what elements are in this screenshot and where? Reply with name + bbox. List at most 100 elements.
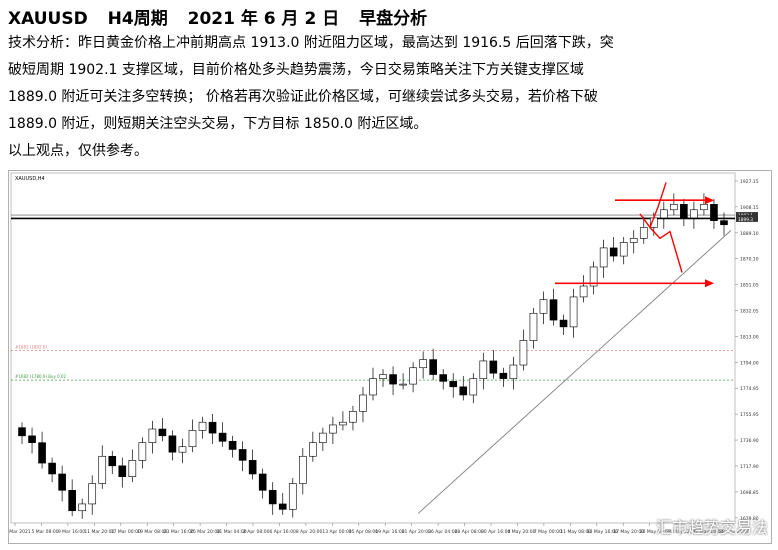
candle-body <box>549 299 558 321</box>
candle-body <box>238 449 247 461</box>
time-tick-label: 9 Mar 16:00 <box>58 529 85 535</box>
candle-body <box>670 204 678 211</box>
watermark-text: 汇市趋势交易法 <box>655 518 768 537</box>
candle-body <box>359 394 367 412</box>
price-tick-label: 1717.90 <box>740 464 759 470</box>
time-tick-label: 5 Mar 08:00 <box>31 529 58 535</box>
candle-body <box>248 460 257 475</box>
candle-body <box>319 432 327 443</box>
reference-line-label: #1682 (1802.6) <box>15 345 47 350</box>
reference-line-label: #1682 (1780.9) Buy 0.02 <box>15 374 66 379</box>
time-tick-label: 11 Mar 20:00 <box>84 529 114 535</box>
candle-body <box>168 435 177 453</box>
chart-svg: XAUUSD,H4 1927.15 1908.15 1889.10 1870.10 185… <box>5 172 759 535</box>
price-tick-label: 1813.00 <box>740 334 759 340</box>
candle-body <box>158 428 167 437</box>
price-marker-label: 1899.3 <box>738 217 753 223</box>
candle-body <box>228 440 237 450</box>
price-tick-label: 1889.10 <box>740 231 759 237</box>
time-tick-label: 19 Mar 08:00 <box>137 529 167 535</box>
time-tick-label: 8 Apr 20:00 <box>296 529 323 535</box>
symbol-label: XAUUSD <box>8 9 88 29</box>
candle-body <box>128 460 137 477</box>
time-tick-label: 23 Mar 16:00 <box>164 529 194 535</box>
time-tick-label: 28 Apr 08:00 <box>455 529 484 535</box>
plot-frame <box>10 172 736 524</box>
time-tick-label: 15 Apr 08:00 <box>349 529 378 535</box>
candle-body <box>68 490 76 512</box>
time-tick-label: 2 Mar 2021 <box>9 529 31 535</box>
projection-down-path <box>649 227 683 273</box>
candle-body <box>619 242 628 257</box>
trend-line <box>417 230 732 514</box>
price-tick-label: 1908.15 <box>740 205 759 211</box>
candle-body <box>108 455 117 467</box>
candle-body <box>198 421 207 431</box>
price-tick-label: 1755.95 <box>740 412 759 418</box>
candle-body <box>98 455 107 484</box>
candle-body <box>559 319 568 328</box>
candle-body <box>469 378 478 396</box>
candle-body <box>720 220 728 226</box>
time-tick-label: 28 May 20:00 <box>719 529 750 535</box>
time-tick-label: 19 Apr 16:00 <box>375 529 404 535</box>
price-chart: XAUUSD,H4 1927.15 1908.15 1889.10 1870.10 185… <box>5 170 772 544</box>
candle-body <box>58 473 66 491</box>
time-tick-label: 24 May 12:00 <box>666 529 697 535</box>
time-tick-label: 13 Apr 00:00 <box>322 529 351 535</box>
candle-body <box>700 204 708 211</box>
time-tick-label: 20 May 04:00 <box>640 529 671 535</box>
time-tick-label: 11 May 08:00 <box>560 529 591 535</box>
timeframe-label: H4周期 <box>107 9 168 29</box>
time-tick-label: 26 May 16:00 <box>693 529 724 535</box>
analysis-line-1: 技术分析：昨日黄金价格上冲前期高点 1913.0 附近阻力区域，最高达到 191… <box>8 35 614 51</box>
time-tick-label: 21 Apr 20:00 <box>402 529 431 535</box>
price-tick-label: 1927.15 <box>740 179 759 185</box>
candle-body <box>479 360 488 379</box>
candle-body <box>369 378 377 396</box>
time-tick-label: 2 Apr 08:00 <box>243 529 270 535</box>
price-tick-label: 1736.90 <box>740 438 759 444</box>
candle-body <box>389 374 397 385</box>
candle-body <box>118 465 127 477</box>
price-tick-label: 1832.05 <box>740 308 759 314</box>
time-tick-label: 17 May 20:00 <box>613 529 644 535</box>
candle-body <box>138 442 147 461</box>
candle-body <box>639 227 648 239</box>
candle-body <box>589 266 598 287</box>
candle-body <box>579 285 588 298</box>
candle-body <box>629 238 638 243</box>
candle-body <box>459 386 468 396</box>
candle-body <box>690 209 698 219</box>
price-marker-box <box>736 215 758 222</box>
candle-body <box>38 442 46 464</box>
candle-body <box>48 462 56 475</box>
time-tick-label: 13 May 16:00 <box>587 529 618 535</box>
candle-body <box>88 483 97 505</box>
candle-body <box>178 446 187 453</box>
time-tick-label: 26 Apr 04:00 <box>428 529 457 535</box>
candle-body <box>208 421 217 434</box>
candle-body <box>78 503 86 512</box>
candle-body <box>489 360 498 374</box>
candle-body <box>329 424 337 434</box>
candle-body <box>419 359 427 369</box>
candle-body <box>569 296 578 328</box>
price-tick-label: 1698.85 <box>740 490 759 496</box>
candle-body <box>298 455 307 484</box>
candle-body <box>268 490 277 505</box>
candle-body <box>278 503 287 510</box>
candle-body <box>218 432 227 442</box>
candle-body <box>288 483 297 510</box>
candle-body <box>499 372 508 379</box>
candle-body <box>599 247 608 268</box>
candle-body <box>148 428 157 443</box>
analysis-line-2: 破短周期 1902.1 支撑区域，目前价格处多头趋势震荡，今日交易策略关注下方关… <box>8 62 584 78</box>
candle-body <box>449 381 458 388</box>
instrument-label: XAUUSD,H4 <box>15 176 45 182</box>
date-label: 2021 年 6 月 2 日 <box>187 9 340 29</box>
candle-body <box>660 209 668 219</box>
analysis-line-4: 1889.0 附近，则短期关注空头交易，下方目标 1850.0 附近区域。 <box>8 116 428 132</box>
disclaimer-text: 以上观点，仅供参考。 <box>8 143 148 159</box>
arrow-head <box>705 196 714 205</box>
